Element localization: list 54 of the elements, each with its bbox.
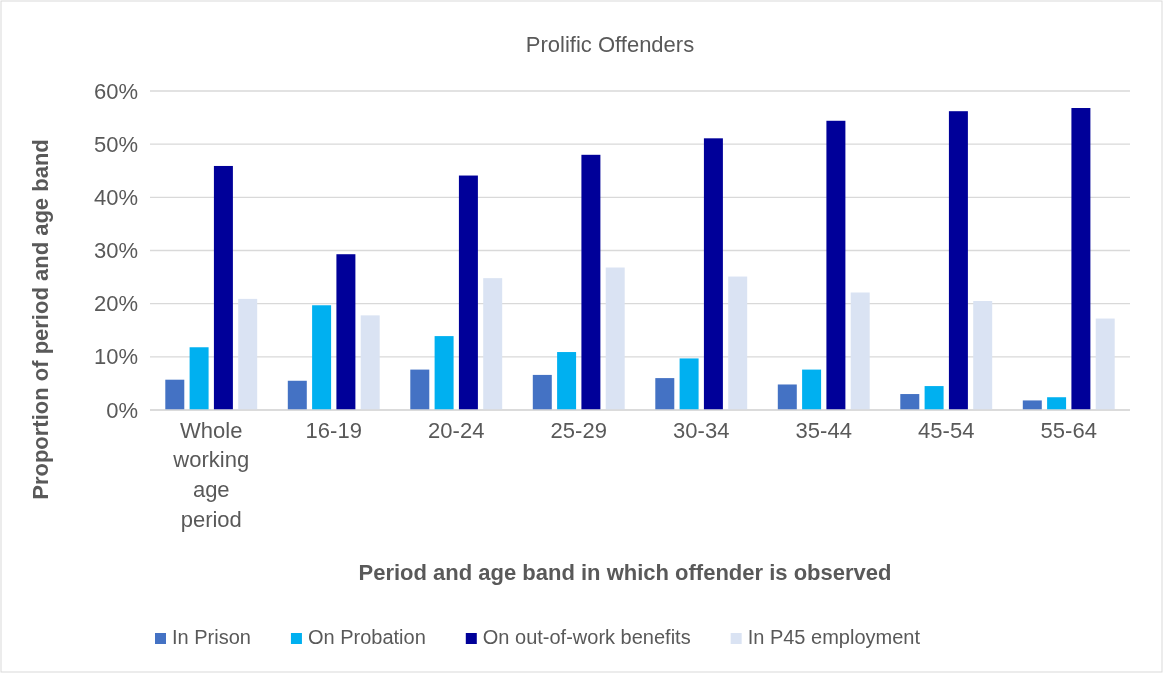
bar [777,384,797,410]
bar [360,315,380,410]
bar [458,175,478,410]
y-axis-title: Proportion of period and age band [28,139,53,500]
bar [948,111,968,410]
bar [900,394,920,410]
bar [238,298,258,410]
y-tick-label: 60% [93,78,138,104]
x-tick-label: 16-19 [305,417,362,443]
y-tick-label: 50% [93,131,138,157]
x-tick-label: Whole working age period [172,417,250,532]
bar [728,276,748,410]
bar [924,386,944,410]
bar [336,254,356,410]
bar [973,301,993,410]
legend-label: On out-of-work benefits [482,626,691,648]
bar [703,138,723,410]
bar [826,120,846,410]
x-tick-label: 35-44 [795,417,852,443]
bar [532,374,552,410]
bar [1022,400,1042,410]
y-tick-label: 0% [106,397,138,423]
bar [1071,108,1091,410]
bar [312,305,332,410]
bar [410,369,430,410]
bar [802,369,822,410]
y-tick-label: 10% [93,344,138,370]
x-tick-label: 25-29 [550,417,607,443]
y-tick-label: 40% [93,184,138,210]
bar [1047,397,1067,410]
bar [679,358,699,410]
x-tick-label: 55-64 [1040,417,1097,443]
bar [850,292,870,410]
bar [213,165,233,410]
x-tick-label: 20-24 [428,417,485,443]
x-tick-label: 30-34 [673,417,730,443]
bar [483,278,503,410]
bar [189,347,209,410]
y-tick-label: 20% [93,291,138,317]
legend-label: On Probation [307,626,426,648]
legend-label: In Prison [172,626,251,648]
x-tick-label: 45-54 [918,417,975,443]
bar [557,352,577,410]
legend-label: In P45 employment [747,626,921,648]
y-tick-label: 30% [93,238,138,264]
bar [605,267,625,410]
bar [287,380,307,410]
bar [655,378,675,410]
bar [165,379,185,410]
bar [581,154,601,410]
chart-title: Prolific Offenders [525,32,695,57]
bar [434,336,454,410]
bar [1095,318,1115,410]
x-axis-title: Period and age band in which offender is observed [358,560,892,585]
